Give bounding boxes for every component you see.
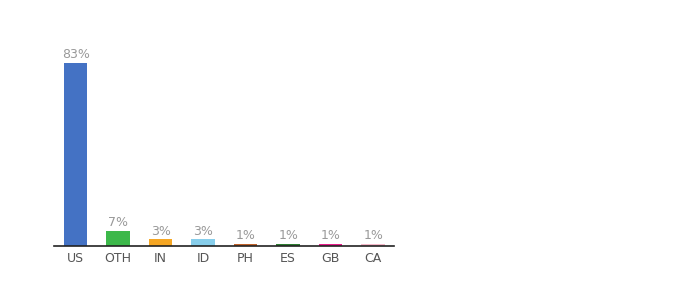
Text: 1%: 1%	[321, 229, 341, 242]
Bar	[362, 244, 385, 246]
Text: 3%: 3%	[193, 225, 213, 238]
Bar	[107, 230, 130, 246]
Text: 1%: 1%	[363, 229, 383, 242]
Text: 1%: 1%	[236, 229, 256, 242]
Bar	[149, 239, 172, 246]
Bar	[234, 244, 257, 246]
Bar	[277, 244, 300, 246]
Text: 7%: 7%	[108, 216, 128, 229]
Text: 3%: 3%	[151, 225, 171, 238]
Text: 83%: 83%	[62, 48, 90, 61]
Bar	[319, 244, 342, 246]
Text: 1%: 1%	[278, 229, 298, 242]
Bar	[192, 239, 215, 246]
Bar	[64, 62, 87, 246]
